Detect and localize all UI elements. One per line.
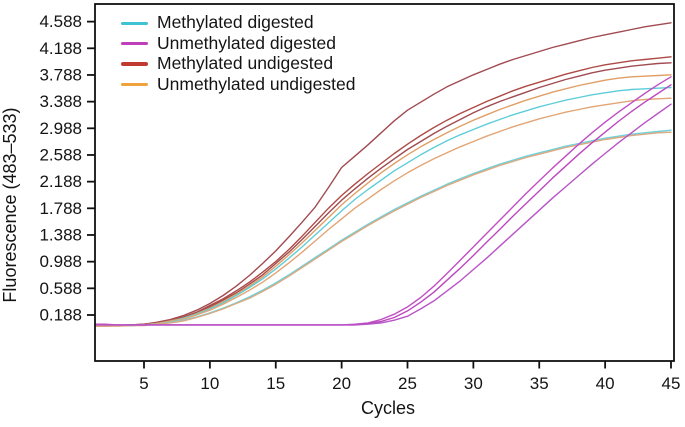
curves-group [95,22,672,327]
y-tick-label: 0.188 [39,306,82,325]
x-tick-label: 40 [596,374,615,393]
x-tick-label: 45 [662,374,681,393]
legend-label-methylated-digested: Methylated digested [157,12,314,33]
y-tick-label: 1.388 [39,225,82,244]
curve-unmethylated-digested [95,84,672,326]
curve-unmethylated-undigested [95,74,672,327]
legend-label-unmethylated-undigested: Unmethylated undigested [157,73,356,94]
legend-label-unmethylated-digested: Unmethylated digested [157,32,336,53]
legend-item-unmethylated-undigested: Unmethylated undigested [121,74,355,94]
curve-unmethylated-undigested [95,131,672,327]
legend-label-methylated-undigested: Methylated undigested [157,53,334,74]
y-tick-label: 1.788 [39,199,82,218]
legend: Methylated digested Unmethylated digeste… [121,13,355,95]
curve-methylated-digested [95,86,672,327]
y-tick-label: 0.988 [39,252,82,271]
y-tick-label: 3.388 [39,92,82,111]
x-tick-label: 25 [398,374,417,393]
x-tick-label: 20 [332,374,351,393]
y-tick-label: 2.988 [39,119,82,138]
legend-item-methylated-undigested: Methylated undigested [121,54,355,74]
legend-item-methylated-digested: Methylated digested [121,13,355,33]
curve-unmethylated-digested [95,76,672,326]
legend-swatch-methylated-undigested [121,62,148,66]
y-tick-label: 2.588 [39,145,82,164]
y-tick-label: 4.188 [39,39,82,58]
plot-box [94,3,675,362]
curve-unmethylated-digested [95,103,672,326]
legend-swatch-unmethylated-digested [121,41,148,46]
x-tick-label: 15 [266,374,285,393]
x-tick-label: 5 [139,374,148,393]
y-tick-label: 3.788 [39,65,82,84]
y-tick-label: 2.188 [39,172,82,191]
x-tick-label: 10 [200,374,219,393]
y-axis-title: Fluorescence (483–533) [0,107,20,302]
x-tick-label: 30 [464,374,483,393]
x-tick-label: 35 [530,374,549,393]
curve-methylated-digested [95,129,672,327]
curve-unmethylated-undigested [95,97,672,327]
legend-swatch-methylated-digested [121,21,148,25]
y-tick-label: 0.588 [39,279,82,298]
legend-swatch-unmethylated-undigested [121,82,148,87]
y-tick-label: 4.588 [39,12,82,31]
legend-item-unmethylated-digested: Unmethylated digested [121,33,355,53]
curve-methylated-undigested [95,62,672,327]
x-axis-title: Cycles [361,398,415,418]
curve-methylated-undigested [95,22,672,327]
